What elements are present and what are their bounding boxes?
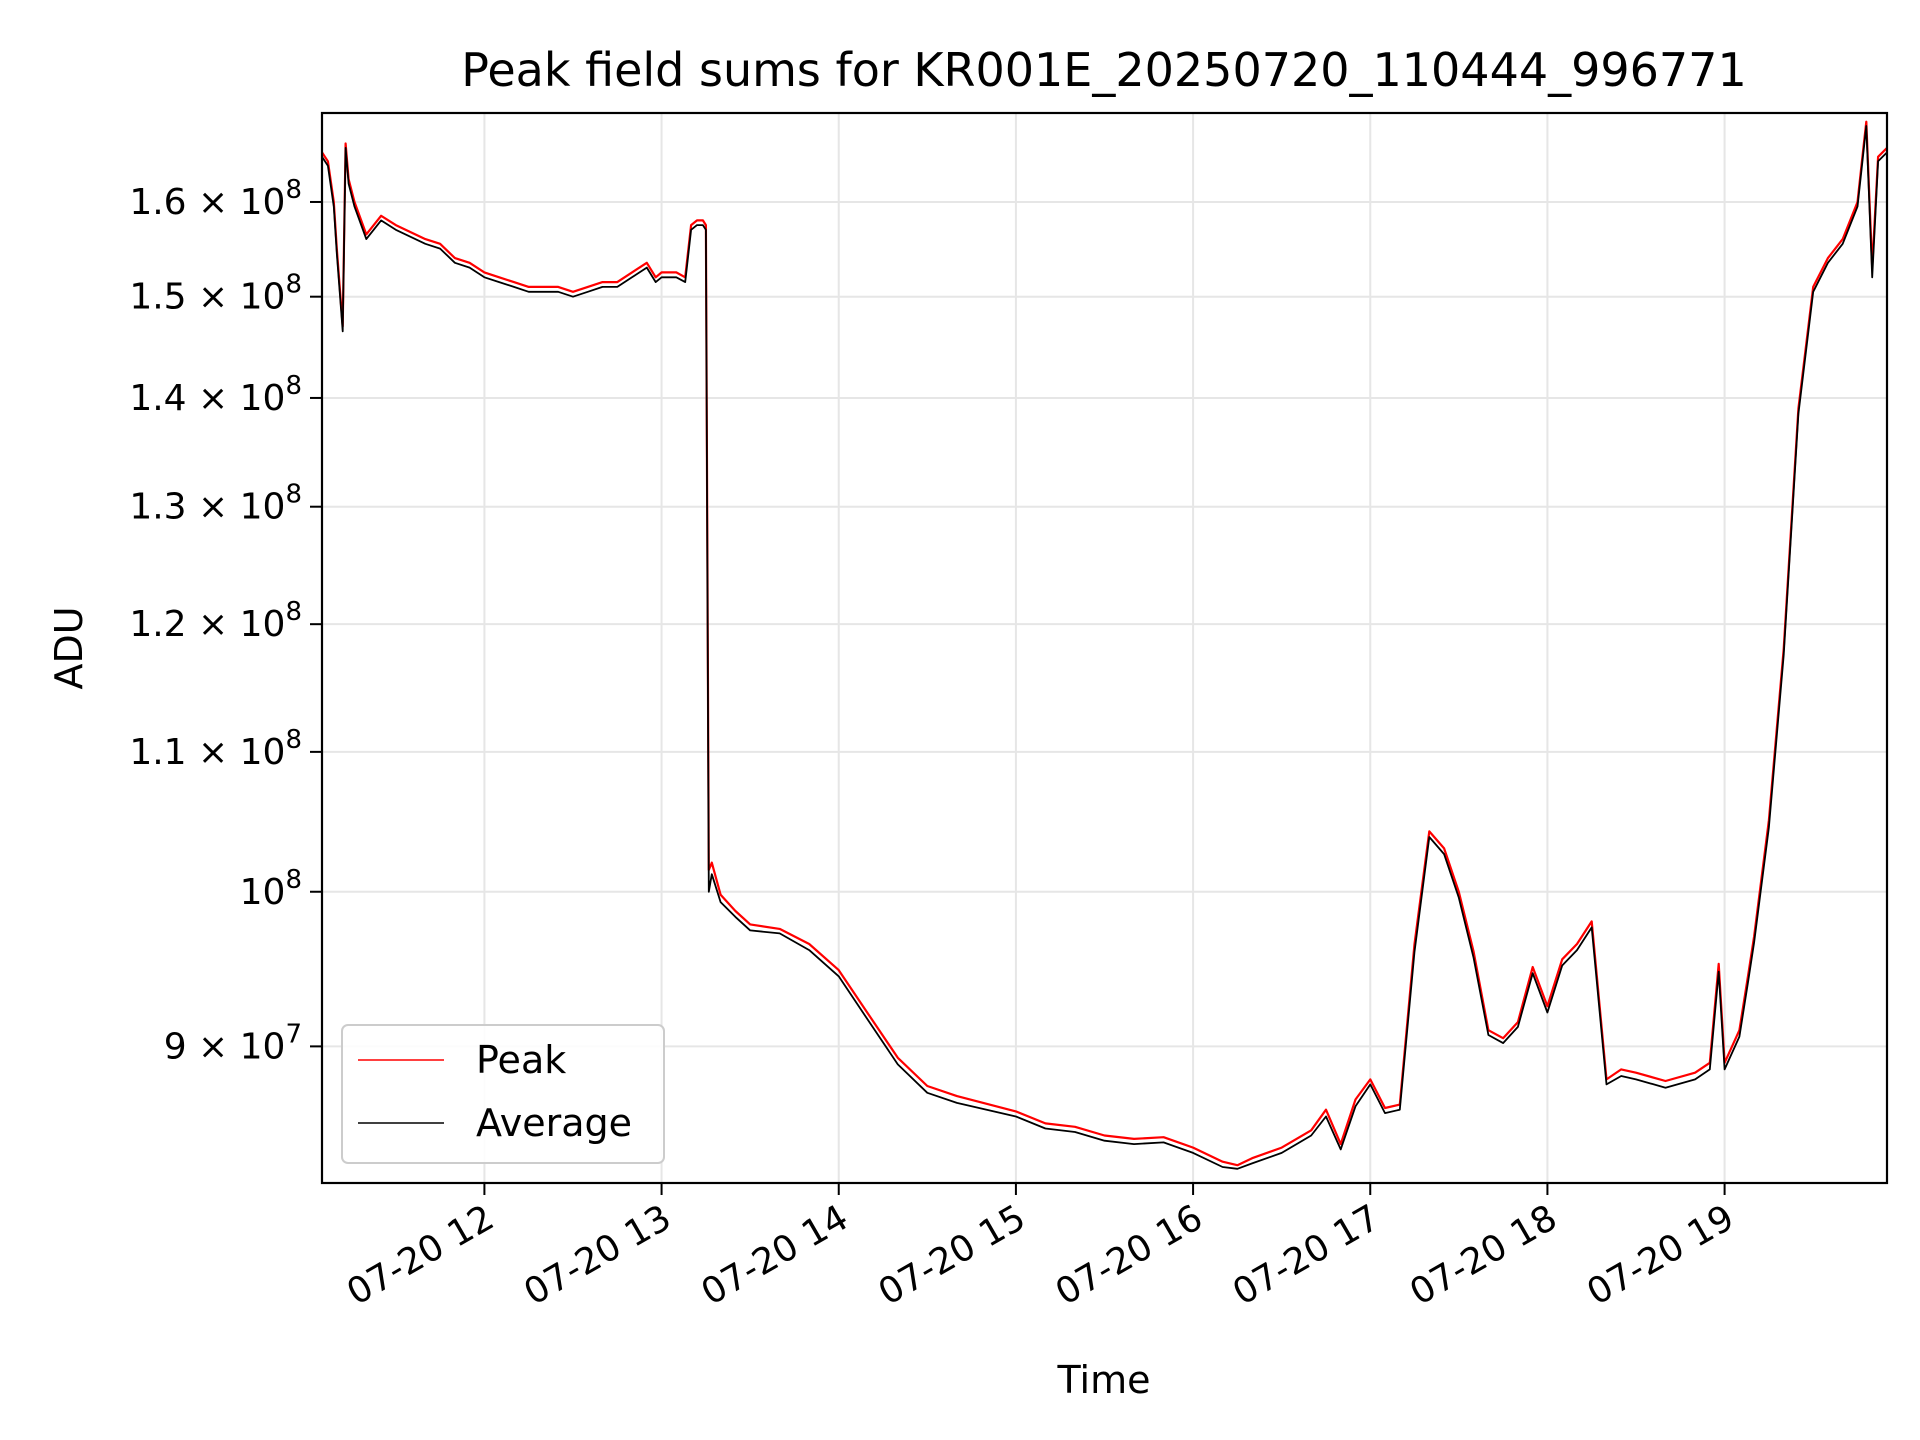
series-layer — [321, 120, 1888, 1170]
y-tick-label: 1.3 × 108 — [129, 480, 302, 528]
x-axis-label: Time — [1057, 1358, 1151, 1402]
legend-label-average: Average — [476, 1101, 632, 1145]
y-tick-label: 1.2 × 108 — [129, 597, 302, 645]
y-tick-label: 1.5 × 108 — [129, 270, 302, 318]
chart-title: Peak field sums for KR001E_20250720_1104… — [461, 43, 1746, 97]
plot-area-background — [322, 113, 1887, 1183]
y-tick-label: 108 — [240, 865, 302, 913]
series-line-average — [321, 125, 1888, 1170]
y-axis-label: ADU — [47, 606, 91, 689]
y-tick-label: 1.1 × 108 — [129, 725, 302, 773]
y-tick-label: 1.6 × 108 — [129, 175, 302, 223]
legend: Peak Average — [341, 1024, 665, 1164]
plot-frame — [320, 111, 1889, 1185]
y-tick-label: 1.4 × 108 — [129, 371, 302, 419]
y-tick-label: 9 × 107 — [164, 1019, 302, 1067]
y-axis: 9 × 107 108 1.1 × 108 1.2 × 108 1.3 × 108 1.4… — [129, 175, 322, 1067]
legend-label-peak: Peak — [476, 1038, 566, 1082]
